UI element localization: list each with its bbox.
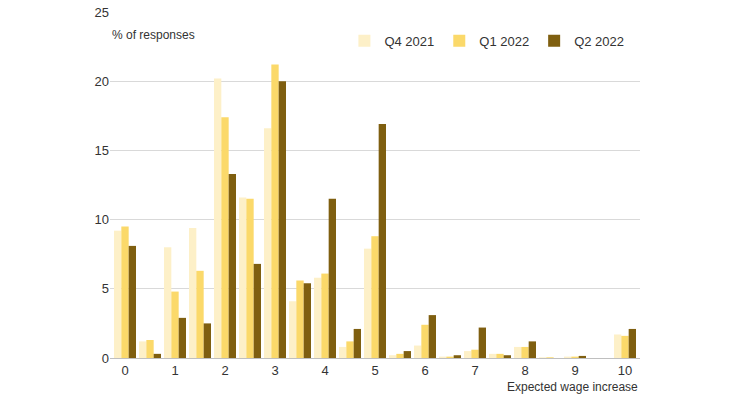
svg-text:4: 4 bbox=[321, 363, 328, 378]
svg-text:1: 1 bbox=[171, 363, 178, 378]
svg-text:2: 2 bbox=[221, 363, 228, 378]
svg-text:Expected wage increase: Expected wage increase bbox=[507, 380, 638, 394]
svg-text:7: 7 bbox=[471, 363, 478, 378]
svg-text:Q2 2022: Q2 2022 bbox=[574, 34, 624, 49]
svg-text:5: 5 bbox=[371, 363, 378, 378]
svg-text:8: 8 bbox=[521, 363, 528, 378]
svg-text:25: 25 bbox=[95, 5, 109, 20]
svg-text:10: 10 bbox=[618, 363, 632, 378]
svg-text:6: 6 bbox=[421, 363, 428, 378]
svg-text:3: 3 bbox=[271, 363, 278, 378]
svg-text:5: 5 bbox=[102, 281, 109, 296]
svg-text:20: 20 bbox=[95, 74, 109, 89]
svg-text:10: 10 bbox=[95, 212, 109, 227]
svg-text:0: 0 bbox=[121, 363, 128, 378]
svg-text:0: 0 bbox=[102, 351, 109, 366]
svg-text:Q1 2022: Q1 2022 bbox=[479, 34, 529, 49]
svg-text:% of responses: % of responses bbox=[112, 28, 195, 42]
svg-text:9: 9 bbox=[571, 363, 578, 378]
svg-text:15: 15 bbox=[95, 143, 109, 158]
svg-text:Q4 2021: Q4 2021 bbox=[384, 34, 434, 49]
